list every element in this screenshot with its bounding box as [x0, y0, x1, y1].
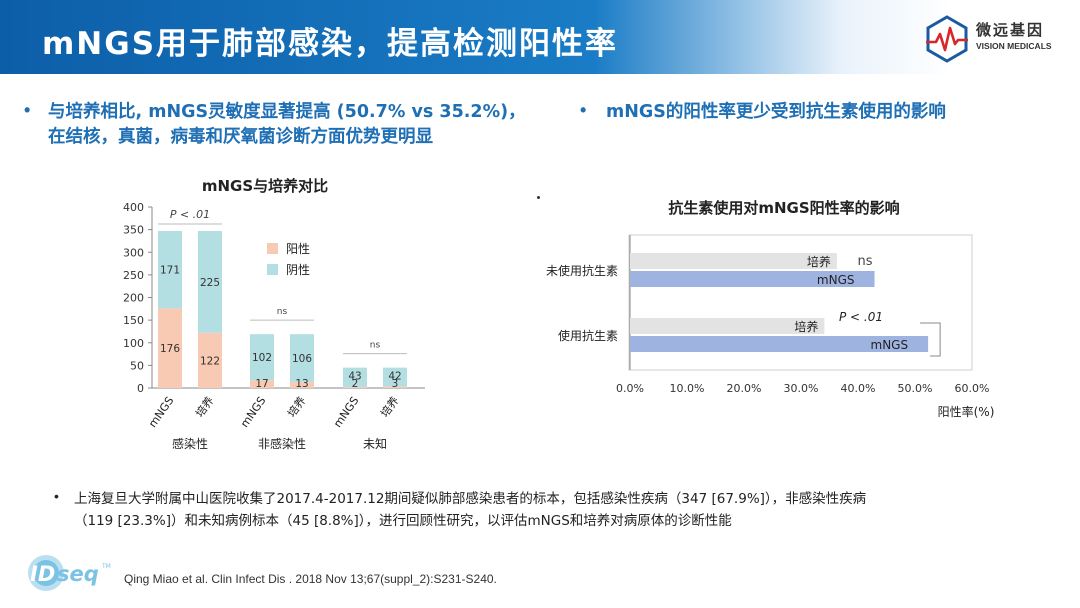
svg-text:TM: TM [101, 563, 111, 570]
bullet-dot: • [580, 100, 587, 120]
bar-positive [158, 308, 182, 388]
bar-positive-label: 122 [200, 355, 220, 367]
bar-negative [250, 334, 274, 381]
bar-positive [250, 380, 274, 388]
left-bullet-line1: 与培养相比, mNGS灵敏度显著提高 (50.7% vs 35.2%)， [48, 102, 526, 122]
group-label: 非感染性 [258, 436, 306, 451]
y-tick-label: 50 [130, 359, 144, 372]
bar-negative-label: 102 [252, 352, 272, 364]
bar-negative-label: 42 [388, 371, 401, 383]
bar-negative-label: 225 [200, 277, 220, 289]
bar-culture [630, 318, 825, 334]
header-bar: mNGS用于肺部感染，提高检测阳性率 微远基因 VISION MEDICALS [0, 0, 1080, 74]
note-line2: （119 [23.3%]）和未知病例标本（45 [8.8%]），进行回顾性研究，… [74, 513, 732, 529]
svg-text:ID: ID [30, 562, 55, 586]
y-tick-label: 400 [123, 201, 144, 214]
legend-label: 阴性 [286, 263, 310, 277]
legend-swatch [267, 264, 278, 275]
plot-frame [628, 234, 973, 371]
x-axis-label: 阳性率(%) [938, 404, 995, 419]
x-tick-label: 10.0% [670, 382, 705, 395]
bar-positive [383, 386, 407, 388]
note-bullet-dot: • [54, 488, 59, 504]
bar-culture-label: 培养 [794, 319, 818, 334]
y-tick-label: 0 [137, 382, 144, 395]
horizontal-bar-chart: 抗生素使用对mNGS阳性率的影响 0.0% 10.0% 20.0% 30.0% 40.0%… [546, 199, 995, 419]
y-tick-label: 250 [123, 269, 144, 282]
x-tick-label: 50.0% [898, 382, 933, 395]
significance-label: P < .01 [170, 208, 210, 221]
right-bullet: mNGS的阳性率更少受到抗生素使用的影响 [606, 100, 946, 125]
logo-en: VISION MEDICALS [976, 41, 1052, 51]
bar-negative-label: 106 [292, 353, 312, 365]
stacked-bar-chart: mNGS与培养对比 0 50 100 150 200 250 300 350 400 176 171 m… [123, 177, 425, 451]
left-bullet: 与培养相比, mNGS灵敏度显著提高 (50.7% vs 35.2%)， 在结核… [48, 100, 526, 150]
legend-swatch [267, 243, 278, 254]
significance-label: ns [857, 254, 872, 269]
bar-mngs [630, 271, 875, 287]
logo-cn: 微远基因 [976, 21, 1045, 39]
note-line1: 上海复旦大学附属中山医院收集了2017.4-2017.12期间疑似肺部感染患者的… [74, 491, 867, 507]
svg-text:seq: seq [57, 562, 99, 586]
x-tick-label: 培养 [284, 394, 308, 420]
bar-positive-label: 2 [352, 378, 359, 390]
bar-negative [198, 230, 222, 333]
group-label: 未知 [363, 437, 387, 451]
bar-positive-label: 3 [392, 378, 399, 390]
citation: Qing Miao et al. Clin Infect Dis . 2018 … [124, 572, 497, 586]
bar-mngs-label: mNGS [871, 338, 909, 352]
left-bullet-line2: 在结核，真菌，病毒和厌氧菌诊断方面优势更明显 [48, 127, 433, 147]
bar-negative-label: 171 [160, 265, 180, 277]
x-tick-label: mNGS [146, 394, 176, 430]
bar-negative [343, 367, 367, 388]
chart-title: 抗生素使用对mNGS阳性率的影响 [668, 199, 899, 217]
significance-label: ns [370, 341, 381, 351]
bar-negative [290, 334, 314, 383]
company-logo: 微远基因 VISION MEDICALS [922, 14, 1072, 64]
category-label: 使用抗生素 [558, 328, 618, 343]
y-tick-label: 350 [123, 224, 144, 237]
chart-title: mNGS与培养对比 [202, 177, 328, 195]
idseq-logo-icon: ID seq TM [28, 555, 111, 591]
bullet-dot: • [24, 100, 31, 120]
significance-bracket [920, 322, 941, 357]
x-tick-label: 20.0% [727, 382, 762, 395]
bar-positive [290, 382, 314, 388]
bar-culture [630, 253, 837, 269]
y-tick-label: 300 [123, 246, 144, 259]
x-tick-label: mNGS [238, 394, 268, 430]
bar-positive-label: 176 [160, 343, 180, 355]
x-tick-label: 培养 [192, 394, 216, 420]
hexagon-logo-icon [926, 15, 968, 63]
bar-negative [383, 367, 407, 387]
group-label: 感染性 [172, 436, 208, 451]
right-bullet-text: mNGS的阳性率更少受到抗生素使用的影响 [606, 102, 946, 122]
bar-positive-label: 17 [255, 378, 268, 390]
bar-positive-label: 13 [295, 378, 308, 390]
y-tick-label: 150 [123, 314, 144, 327]
x-tick-label: 30.0% [784, 382, 819, 395]
idseq-logo: ID seq TM [24, 550, 116, 596]
study-note: 上海复旦大学附属中山医院收集了2017.4-2017.12期间疑似肺部感染患者的… [74, 488, 1034, 532]
bar-positive [343, 387, 367, 388]
y-tick-label: 200 [123, 292, 144, 305]
bar-positive [198, 332, 222, 388]
legend-label: 阳性 [286, 242, 310, 256]
significance-label: ns [277, 307, 288, 317]
y-tick-label: 100 [123, 337, 144, 350]
x-tick-label: mNGS [331, 394, 361, 430]
bar-mngs-label: mNGS [817, 273, 855, 287]
page-title: mNGS用于肺部感染，提高检测阳性率 [42, 26, 619, 62]
stray-dot [537, 196, 540, 199]
significance-label: P < .01 [839, 310, 883, 324]
x-tick-label: 40.0% [841, 382, 876, 395]
x-tick-label: 0.0% [616, 382, 644, 395]
category-label: 未使用抗生素 [546, 263, 618, 278]
x-tick-label: 培养 [377, 394, 401, 420]
bar-negative [158, 230, 182, 309]
x-tick-label: 60.0% [955, 382, 990, 395]
bar-culture-label: 培养 [807, 254, 831, 269]
bar-negative-label: 43 [348, 371, 361, 383]
bar-mngs [630, 336, 929, 352]
